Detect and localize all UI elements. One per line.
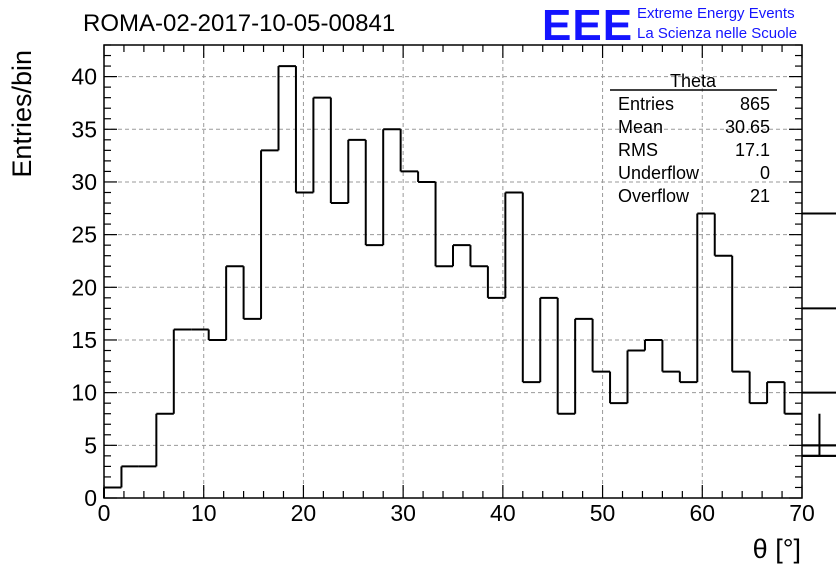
y-tick-label: 15	[71, 327, 97, 353]
axis-ticks: 0 10 20 30 40 50 60 70 0 5 10 15 20 25 30 35 40	[71, 44, 815, 526]
y-tick-label: 25	[71, 222, 97, 248]
stats-value: 30.65	[725, 117, 770, 137]
stats-label: Overflow	[618, 186, 690, 206]
stats-value: 21	[750, 186, 770, 206]
x-tick-label: 70	[789, 500, 815, 526]
histogram-outline	[103, 65, 836, 498]
x-tick-label: 10	[191, 500, 217, 526]
y-tick-label: 10	[71, 380, 97, 406]
y-tick-label: 5	[84, 432, 97, 458]
banner-line-2: La Scienza nelle Scuole	[637, 25, 797, 42]
stats-label: Entries	[618, 94, 674, 114]
stats-value: 17.1	[735, 140, 770, 160]
x-tick-label: 30	[390, 500, 416, 526]
plot-frame	[103, 44, 803, 499]
stats-value: 0	[760, 163, 770, 183]
stats-box: Theta Entries 865 Mean 30.65 RMS 17.1 Underflo…	[610, 71, 777, 206]
y-tick-label: 40	[71, 64, 97, 90]
y-tick-label: 35	[71, 116, 97, 142]
stats-value: 865	[740, 94, 770, 114]
stats-title: Theta	[670, 71, 717, 91]
y-axis-label: Entries/bin	[7, 50, 37, 178]
chart-title: ROMA-02-2017-10-05-00841	[83, 10, 395, 37]
x-axis-label: θ [°]	[753, 534, 801, 564]
y-tick-label: 0	[84, 485, 97, 511]
stats-label: RMS	[618, 140, 658, 160]
x-tick-label: 40	[490, 500, 516, 526]
y-tick-label: 30	[71, 169, 97, 195]
stats-label: Mean	[618, 117, 663, 137]
x-tick-label: 0	[98, 500, 111, 526]
y-tick-label: 20	[71, 274, 97, 300]
eee-logo: EEE	[542, 1, 633, 50]
x-tick-label: 50	[590, 500, 616, 526]
eee-banner: EEE Extreme Energy Events La Scienza nel…	[542, 1, 797, 50]
stats-label: Underflow	[618, 163, 700, 183]
x-tick-label: 60	[689, 500, 715, 526]
x-tick-label: 20	[291, 500, 317, 526]
banner-line-1: Extreme Energy Events	[637, 5, 795, 22]
grid	[104, 45, 802, 498]
